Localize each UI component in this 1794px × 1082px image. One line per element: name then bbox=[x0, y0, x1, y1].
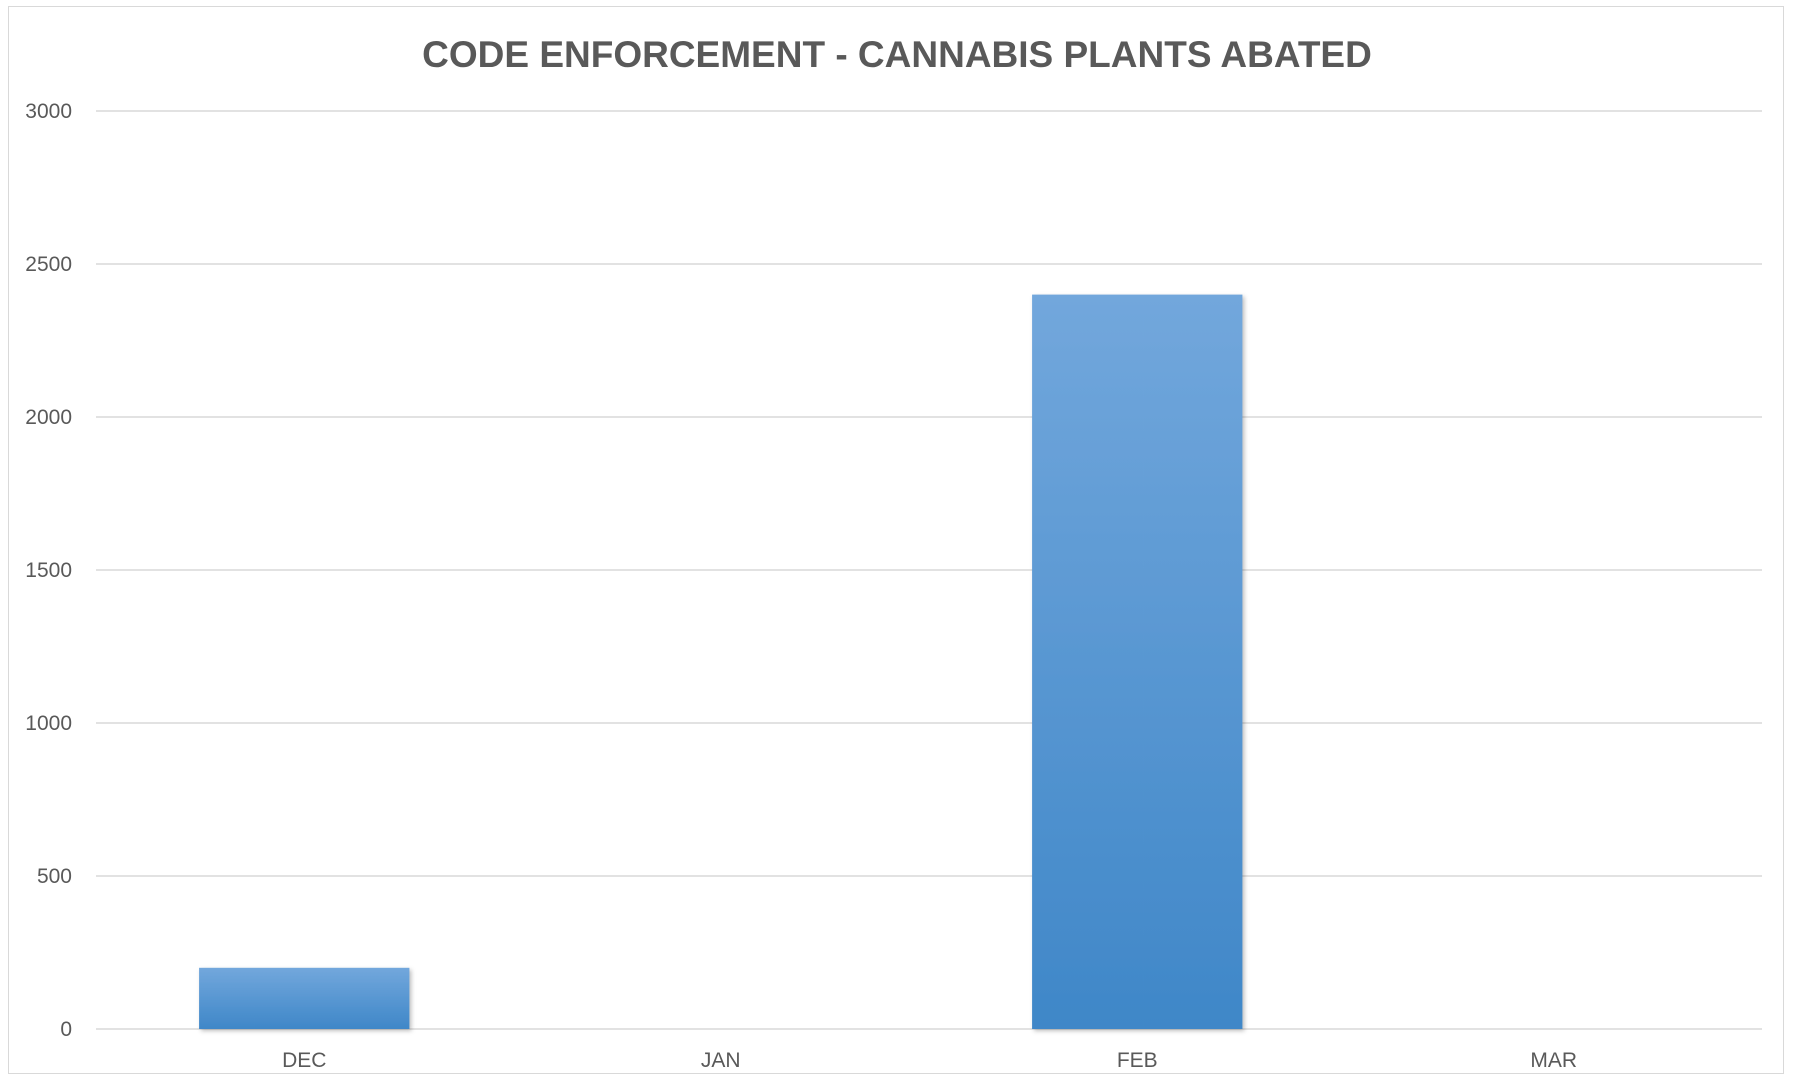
x-axis-labels: DEC JAN FEB MAR bbox=[282, 1049, 1577, 1072]
y-tick-label: 1000 bbox=[25, 712, 72, 735]
y-tick-label: 500 bbox=[37, 865, 72, 888]
y-tick-label: 3000 bbox=[25, 100, 72, 123]
y-tick-label: 2500 bbox=[25, 253, 72, 276]
y-axis-ticks: 0 500 1000 1500 2000 2500 3000 bbox=[25, 100, 72, 1041]
bar-feb bbox=[1032, 294, 1243, 1030]
y-tick-label: 0 bbox=[60, 1018, 72, 1041]
bars bbox=[199, 294, 1243, 1030]
y-tick-label: 1500 bbox=[25, 559, 72, 582]
x-category-label: DEC bbox=[282, 1049, 326, 1072]
x-category-label: FEB bbox=[1117, 1049, 1158, 1072]
x-category-label: MAR bbox=[1530, 1049, 1577, 1072]
y-tick-label: 2000 bbox=[25, 406, 72, 429]
gridlines bbox=[96, 110, 1762, 1030]
bar-dec bbox=[199, 967, 410, 1029]
chart-title: CODE ENFORCEMENT - CANNABIS PLANTS ABATE… bbox=[422, 34, 1372, 75]
chart-frame bbox=[8, 6, 1784, 1074]
x-category-label: JAN bbox=[701, 1049, 741, 1072]
